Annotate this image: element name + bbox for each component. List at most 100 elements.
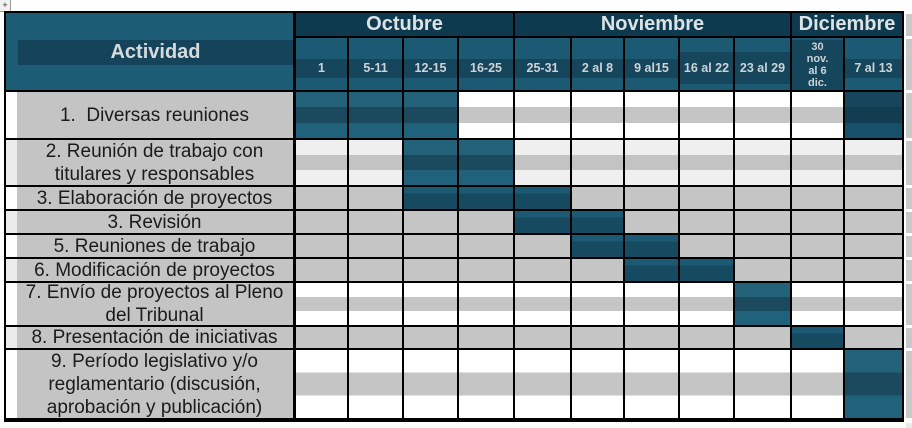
week-header-2-al-8[interactable]: 2 al 8 [572, 38, 625, 92]
gantt-cell-r4-w8[interactable] [680, 211, 735, 235]
gantt-cell-r9-w10[interactable] [792, 350, 845, 420]
gantt-cell-r1-w11[interactable] [845, 92, 902, 140]
gantt-cell-r8-w11[interactable] [845, 327, 902, 350]
gantt-cell-r2-w8[interactable] [680, 140, 735, 187]
gantt-cell-r2-w1[interactable] [296, 140, 349, 187]
week-header-25-31[interactable]: 25-31 [515, 38, 572, 92]
gantt-cell-r1-w7[interactable] [625, 92, 680, 140]
gantt-cell-r1-w1[interactable] [296, 92, 349, 140]
week-header-30nov-6dic[interactable]: 30 nov. al 6 dic. [792, 38, 845, 92]
gantt-cell-r5-w4[interactable] [459, 235, 515, 259]
gantt-cell-r7-w10[interactable] [792, 283, 845, 327]
gantt-cell-r4-w4[interactable] [459, 211, 515, 235]
gantt-cell-r7-w3[interactable] [404, 283, 459, 327]
gantt-cell-r1-w10[interactable] [792, 92, 845, 140]
gantt-cell-r7-w4[interactable] [459, 283, 515, 327]
gantt-cell-r9-w2[interactable] [349, 350, 404, 420]
gantt-cell-r7-w11[interactable] [845, 283, 902, 327]
gantt-cell-r4-w5[interactable] [515, 211, 572, 235]
gantt-cell-r1-w8[interactable] [680, 92, 735, 140]
gantt-cell-r1-w5[interactable] [515, 92, 572, 140]
gantt-cell-r9-w11[interactable] [845, 350, 902, 420]
activity-label-row-7[interactable]: 7. Envío de proyectos al Pleno del Tribu… [6, 282, 296, 327]
gantt-cell-r8-w7[interactable] [625, 327, 680, 350]
gantt-cell-r4-w3[interactable] [404, 211, 459, 235]
month-header-noviembre[interactable]: Noviembre [515, 13, 792, 38]
gantt-cell-r8-w9[interactable] [735, 327, 792, 350]
gantt-cell-r3-w9[interactable] [735, 187, 792, 211]
gantt-cell-r5-w11[interactable] [845, 235, 902, 259]
gantt-cell-r3-w4[interactable] [459, 187, 515, 211]
activity-label-row-3[interactable]: 3. Elaboración de proyectos [6, 187, 296, 211]
week-header-5-11[interactable]: 5-11 [349, 38, 404, 92]
gantt-cell-r9-w1[interactable] [296, 350, 349, 420]
gantt-cell-r2-w2[interactable] [349, 140, 404, 187]
gantt-cell-r3-w1[interactable] [296, 187, 349, 211]
week-header-16-25[interactable]: 16-25 [459, 38, 515, 92]
gantt-cell-r2-w3[interactable] [404, 140, 459, 187]
gantt-cell-r8-w5[interactable] [515, 327, 572, 350]
gantt-cell-r2-w11[interactable] [845, 140, 902, 187]
gantt-cell-r5-w5[interactable] [515, 235, 572, 259]
gantt-cell-r7-w5[interactable] [515, 283, 572, 327]
gantt-cell-r6-w7[interactable] [625, 259, 680, 283]
gantt-cell-r2-w5[interactable] [515, 140, 572, 187]
gantt-cell-r4-w9[interactable] [735, 211, 792, 235]
week-header-1[interactable]: 1 [296, 38, 349, 92]
gantt-cell-r6-w4[interactable] [459, 259, 515, 283]
gantt-cell-r2-w10[interactable] [792, 140, 845, 187]
gantt-cell-r5-w10[interactable] [792, 235, 845, 259]
gantt-cell-r4-w10[interactable] [792, 211, 845, 235]
month-header-diciembre[interactable]: Diciembre [792, 13, 902, 38]
gantt-cell-r9-w8[interactable] [680, 350, 735, 420]
gantt-cell-r3-w10[interactable] [792, 187, 845, 211]
month-header-octubre[interactable]: Octubre [296, 13, 515, 38]
gantt-cell-r9-w6[interactable] [572, 350, 625, 420]
gantt-cell-r9-w5[interactable] [515, 350, 572, 420]
gantt-cell-r8-w6[interactable] [572, 327, 625, 350]
activity-column-header[interactable]: Actividad [6, 13, 296, 92]
gantt-cell-r8-w8[interactable] [680, 327, 735, 350]
gantt-cell-r3-w6[interactable] [572, 187, 625, 211]
gantt-cell-r3-w7[interactable] [625, 187, 680, 211]
activity-label-row-1[interactable]: 1. Diversas reuniones [6, 92, 296, 140]
gantt-cell-r1-w9[interactable] [735, 92, 792, 140]
gantt-cell-r9-w7[interactable] [625, 350, 680, 420]
week-header-16-al-22[interactable]: 16 al 22 [680, 38, 735, 92]
gantt-cell-r1-w2[interactable] [349, 92, 404, 140]
gantt-cell-r7-w9[interactable] [735, 283, 792, 327]
gantt-cell-r4-w2[interactable] [349, 211, 404, 235]
gantt-cell-r3-w2[interactable] [349, 187, 404, 211]
week-header-9-al-15[interactable]: 9 al15 [625, 38, 680, 92]
gantt-cell-r5-w1[interactable] [296, 235, 349, 259]
gantt-cell-r6-w2[interactable] [349, 259, 404, 283]
gantt-cell-r5-w6[interactable] [572, 235, 625, 259]
gantt-cell-r7-w2[interactable] [349, 283, 404, 327]
gantt-cell-r1-w4[interactable] [459, 92, 515, 140]
gantt-cell-r6-w1[interactable] [296, 259, 349, 283]
gantt-cell-r6-w11[interactable] [845, 259, 902, 283]
gantt-cell-r6-w9[interactable] [735, 259, 792, 283]
gantt-cell-r2-w6[interactable] [572, 140, 625, 187]
gantt-cell-r4-w11[interactable] [845, 211, 902, 235]
gantt-cell-r1-w6[interactable] [572, 92, 625, 140]
gantt-cell-r9-w9[interactable] [735, 350, 792, 420]
activity-label-row-4[interactable]: 3. Revisión [6, 211, 296, 235]
gantt-cell-r5-w7[interactable] [625, 235, 680, 259]
activity-label-row-2[interactable]: 2. Reunión de trabajo con titulares y re… [6, 140, 296, 187]
gantt-cell-r6-w6[interactable] [572, 259, 625, 283]
gantt-cell-r7-w8[interactable] [680, 283, 735, 327]
gantt-cell-r1-w3[interactable] [404, 92, 459, 140]
gantt-cell-r5-w9[interactable] [735, 235, 792, 259]
gantt-cell-r9-w4[interactable] [459, 350, 515, 420]
gantt-cell-r5-w2[interactable] [349, 235, 404, 259]
gantt-cell-r6-w5[interactable] [515, 259, 572, 283]
gantt-cell-r4-w7[interactable] [625, 211, 680, 235]
week-header-7-al-13[interactable]: 7 al 13 [845, 38, 902, 92]
week-header-23-al-29[interactable]: 23 al 29 [735, 38, 792, 92]
gantt-cell-r8-w3[interactable] [404, 327, 459, 350]
gantt-cell-r6-w8[interactable] [680, 259, 735, 283]
gantt-cell-r8-w1[interactable] [296, 327, 349, 350]
gantt-cell-r2-w9[interactable] [735, 140, 792, 187]
gantt-cell-r3-w8[interactable] [680, 187, 735, 211]
